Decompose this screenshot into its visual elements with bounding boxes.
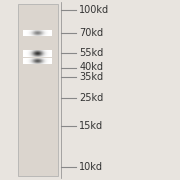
- Text: 25kd: 25kd: [79, 93, 104, 103]
- Text: 15kd: 15kd: [79, 121, 103, 131]
- Text: 55kd: 55kd: [79, 48, 104, 58]
- Text: 100kd: 100kd: [79, 5, 109, 15]
- Text: 70kd: 70kd: [79, 28, 103, 38]
- Bar: [18, 4, 58, 176]
- Text: 40kd: 40kd: [79, 62, 103, 73]
- Text: 10kd: 10kd: [79, 162, 103, 172]
- Text: 35kd: 35kd: [79, 72, 103, 82]
